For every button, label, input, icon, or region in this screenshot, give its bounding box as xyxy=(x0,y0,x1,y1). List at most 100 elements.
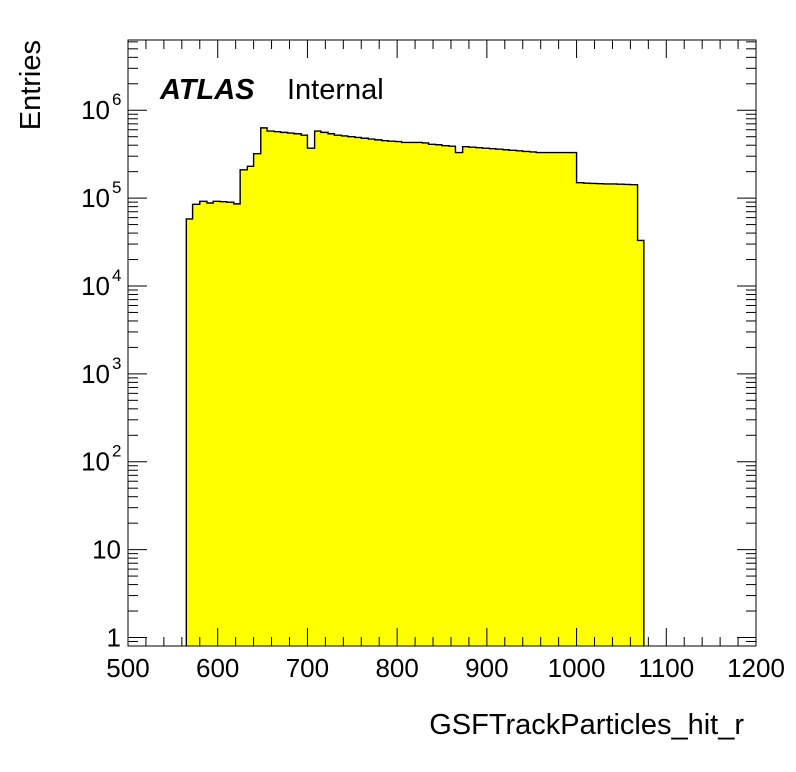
x-axis-ticks xyxy=(127,40,757,646)
x-tick-label: 1200 xyxy=(727,653,785,683)
histogram-bin xyxy=(267,131,275,646)
histogram-bin xyxy=(206,202,214,647)
histogram-bin xyxy=(280,132,289,646)
histogram-bin xyxy=(287,133,295,646)
y-tick-label-exponent: 6 xyxy=(112,90,121,109)
histogram-bin xyxy=(455,152,464,647)
histogram-bin xyxy=(442,145,450,646)
histogram-bin xyxy=(597,183,604,647)
histogram-bin xyxy=(314,131,322,646)
histogram-bin xyxy=(328,133,335,646)
histogram-bin xyxy=(233,203,241,646)
histogram-bin xyxy=(516,150,524,646)
y-tick-label: 10 xyxy=(81,271,110,301)
histogram-bin xyxy=(361,138,369,646)
histogram-bin xyxy=(590,183,598,646)
histogram-bin xyxy=(576,182,585,646)
histogram-bin xyxy=(307,148,316,646)
x-tick-labels: 500 600 700 800 900 1000 1100 1200 xyxy=(106,653,785,683)
plot-frame xyxy=(127,39,757,647)
histogram-bin xyxy=(395,141,403,646)
y-tick-label: 10 xyxy=(81,183,110,213)
histogram-bin xyxy=(610,183,618,646)
histogram-bin xyxy=(449,146,456,646)
histogram-bin xyxy=(435,144,443,647)
histogram-bin xyxy=(220,201,228,646)
histogram-bin xyxy=(260,127,268,647)
histogram-bin xyxy=(226,202,235,646)
x-tick-label: 1100 xyxy=(638,653,694,683)
histogram-bin xyxy=(415,142,423,646)
histogram-bin xyxy=(320,132,329,646)
histogram-bin xyxy=(468,147,477,647)
histogram-bin xyxy=(495,149,504,647)
histogram-bin xyxy=(368,139,376,646)
histogram-bin xyxy=(543,152,551,647)
y-tick-label-exponent: 5 xyxy=(112,178,121,197)
x-tick-label: 600 xyxy=(196,653,239,683)
histogram-bin xyxy=(637,240,645,647)
x-tick-label: 1000 xyxy=(548,653,606,683)
histogram-bin xyxy=(213,201,221,647)
histogram-bin xyxy=(489,148,497,646)
histogram-bin xyxy=(186,218,193,646)
atlas-label: ATLAS xyxy=(159,74,255,106)
histogram-bin xyxy=(408,142,416,646)
histogram-bin xyxy=(603,183,612,646)
histogram-bin xyxy=(428,144,437,646)
x-tick-label: 900 xyxy=(465,653,508,683)
histogram-bin xyxy=(529,151,537,647)
histogram-bin xyxy=(293,133,302,646)
histogram-bin xyxy=(462,146,470,647)
y-tick-label-exponent: 2 xyxy=(112,442,121,461)
x-tick-label: 800 xyxy=(375,653,418,683)
y-tick-label-exponent: 3 xyxy=(112,354,121,373)
histogram-bin xyxy=(522,151,531,646)
y-tick-label: 1 xyxy=(107,622,121,652)
x-tick-label: 700 xyxy=(286,653,329,683)
x-tick-label: 500 xyxy=(106,653,149,683)
x-axis-title: GSFTrackParticles_hit_r xyxy=(429,709,744,741)
y-tick-label: 10 xyxy=(92,535,121,565)
histogram-bin xyxy=(476,147,483,647)
y-tick-label: 10 xyxy=(81,359,110,389)
histogram-bin xyxy=(374,139,383,646)
histogram-bin xyxy=(549,152,558,647)
histogram-bin xyxy=(341,135,349,646)
atlas-sublabel: Internal xyxy=(287,74,384,106)
histogram-bin xyxy=(616,184,625,646)
histogram-bin xyxy=(354,137,362,646)
histogram-bin xyxy=(482,148,490,646)
histogram-bin xyxy=(274,131,281,646)
histogram-bin xyxy=(509,150,517,646)
histogram-bin xyxy=(192,204,201,646)
histogram-bin xyxy=(253,153,262,647)
histogram-bin xyxy=(388,141,396,646)
histogram-bin xyxy=(624,184,631,646)
histogram-outline xyxy=(185,127,645,646)
histogram-bin xyxy=(401,142,410,646)
histogram-bin xyxy=(630,184,638,647)
histogram-bin xyxy=(347,136,356,646)
y-tick-label-exponent: 4 xyxy=(112,266,121,285)
histogram-bin xyxy=(199,201,208,647)
histogram-bin xyxy=(536,152,544,647)
histogram-bin xyxy=(563,152,571,647)
histogram-bin xyxy=(240,169,248,647)
histogram-bin xyxy=(301,135,308,646)
histogram-bars xyxy=(185,127,645,647)
histogram-bin xyxy=(334,135,342,646)
histogram-bin xyxy=(422,142,429,646)
y-axis-title: Entries xyxy=(15,40,47,130)
histogram-bin xyxy=(556,152,564,647)
histogram-bin xyxy=(583,183,591,646)
y-tick-label: 10 xyxy=(81,447,110,477)
histogram-bin xyxy=(381,140,389,646)
y-tick-label: 10 xyxy=(81,95,110,125)
histogram-bin xyxy=(570,152,577,647)
histogram-bin xyxy=(247,166,254,646)
histogram-bin xyxy=(503,149,510,646)
y-axis-ticks xyxy=(128,41,756,647)
